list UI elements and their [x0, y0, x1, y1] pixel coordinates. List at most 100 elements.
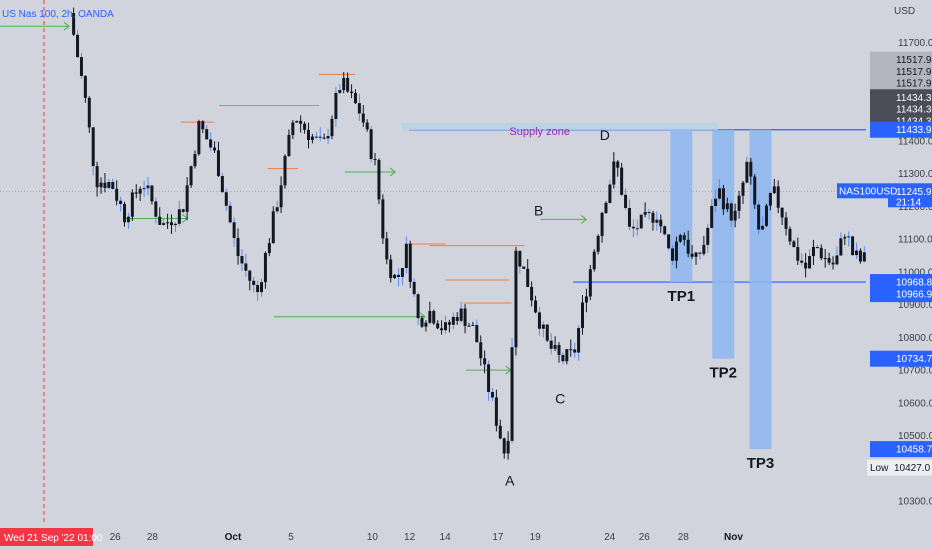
candle-body: [447, 322, 451, 325]
supply-zone-box[interactable]: [401, 122, 718, 131]
candle-body: [792, 241, 796, 248]
candle-body: [314, 136, 318, 138]
price-tag-2[interactable]: [870, 75, 932, 92]
current-price-tag[interactable]: [888, 183, 932, 208]
candle-body: [412, 281, 416, 295]
candle-body: [228, 205, 232, 223]
price-tag-text-10: 10458.7: [896, 445, 932, 456]
candle-body: [714, 198, 718, 206]
candle-body: [682, 235, 686, 240]
price-tick-label: 11100.0: [898, 235, 932, 246]
candle-body: [103, 182, 107, 188]
candle-body: [690, 253, 694, 257]
candle-body: [776, 186, 780, 208]
price-tick-label: 10700.0: [898, 366, 932, 377]
candle-body: [706, 227, 710, 245]
candle-body: [608, 184, 612, 203]
candle-body: [733, 210, 737, 221]
candle-body: [463, 308, 467, 326]
candle-body: [506, 440, 510, 454]
candle-body: [764, 205, 768, 226]
candle-body: [808, 256, 812, 269]
tp-3-box[interactable]: [749, 129, 772, 450]
candle-body: [749, 161, 753, 177]
candle-body: [193, 154, 197, 167]
time-tick-label: 24: [604, 532, 616, 543]
candle-body: [698, 252, 702, 254]
candles-layer: [72, 7, 882, 460]
candle-body: [291, 122, 295, 135]
candle-body: [651, 212, 655, 223]
wave-label-D: D: [600, 127, 610, 143]
symbol-tag[interactable]: [837, 183, 889, 199]
candle-body: [185, 185, 189, 212]
candle-body: [467, 325, 471, 327]
green-level-arrow-0: [63, 21, 70, 31]
candle-body: [279, 185, 283, 208]
price-tick-label: 11300.0: [898, 169, 932, 180]
green-level-arrow-2: [389, 167, 396, 177]
candle-body: [295, 120, 299, 123]
candle-body: [635, 228, 639, 230]
chart-title[interactable]: US Nas 100, 2h, OANDA: [2, 9, 114, 20]
candle-body: [851, 236, 855, 256]
time-tick-label: 28: [678, 532, 690, 543]
price-tick-label: 11000.0: [898, 267, 932, 278]
candle-body: [271, 211, 275, 244]
candle-body: [220, 176, 224, 193]
price-tag-text-1: 11517.9: [896, 67, 932, 78]
candle-body: [256, 285, 260, 293]
tp-2-box[interactable]: [712, 129, 735, 359]
candle-body: [639, 214, 643, 229]
price-tag-text-6: 11433.9: [896, 125, 932, 136]
low-value: 10427.0: [894, 463, 931, 474]
candle-body: [659, 219, 663, 227]
candle-body: [389, 259, 393, 279]
candle-body: [377, 159, 381, 200]
candle-body: [745, 161, 749, 183]
candle-body: [541, 324, 545, 329]
candle-body: [502, 438, 506, 454]
candle-body: [804, 262, 808, 269]
price-axis[interactable]: USD11700.011600.011500.011400.011300.011…: [837, 0, 932, 550]
low-label: Low: [870, 463, 889, 474]
time-axis[interactable]: 26 28 Oct 5 10 12 14 17 19 24 26 28 Nov Wed 21 Sep '2…: [0, 524, 932, 550]
price-tick-label: 10300.0: [898, 497, 932, 508]
candle-body: [600, 212, 604, 236]
candle-body: [338, 90, 342, 93]
time-tick-label: 12: [404, 532, 416, 543]
candle-body: [111, 181, 115, 189]
price-tag-text-4: 11434.3: [896, 105, 932, 116]
price-tag-8[interactable]: [870, 286, 932, 303]
candle-body: [267, 243, 271, 254]
price-tag-6[interactable]: [870, 121, 932, 138]
candle-body: [154, 201, 158, 217]
candle-body: [718, 188, 722, 199]
price-tick-label: 11700.0: [898, 38, 932, 49]
candle-body: [581, 302, 584, 329]
price-tag-10[interactable]: [870, 441, 932, 458]
low-tag[interactable]: [867, 459, 932, 476]
tp-2-label: TP2: [709, 365, 737, 382]
candle-body: [674, 241, 678, 261]
candle-body: [514, 250, 518, 348]
time-axis-bg: [0, 524, 932, 550]
candle-body: [459, 308, 463, 321]
candle-body: [169, 222, 173, 226]
candle-body: [694, 252, 698, 257]
tp-3-label: TP3: [747, 455, 775, 472]
crosshair-date-tag[interactable]: [0, 528, 93, 546]
price-tick-label: 10600.0: [898, 398, 932, 409]
candle-body: [663, 226, 667, 235]
price-tag-7[interactable]: [870, 274, 932, 291]
candle-body: [216, 150, 220, 177]
candle-body: [526, 268, 530, 287]
price-tag-9[interactable]: [870, 350, 932, 367]
price-tag-text-8: 10966.9: [896, 290, 932, 301]
candle-body: [537, 312, 541, 329]
candle-body: [561, 354, 565, 362]
time-tick-label: 28: [147, 532, 159, 543]
candle-body: [357, 103, 361, 114]
